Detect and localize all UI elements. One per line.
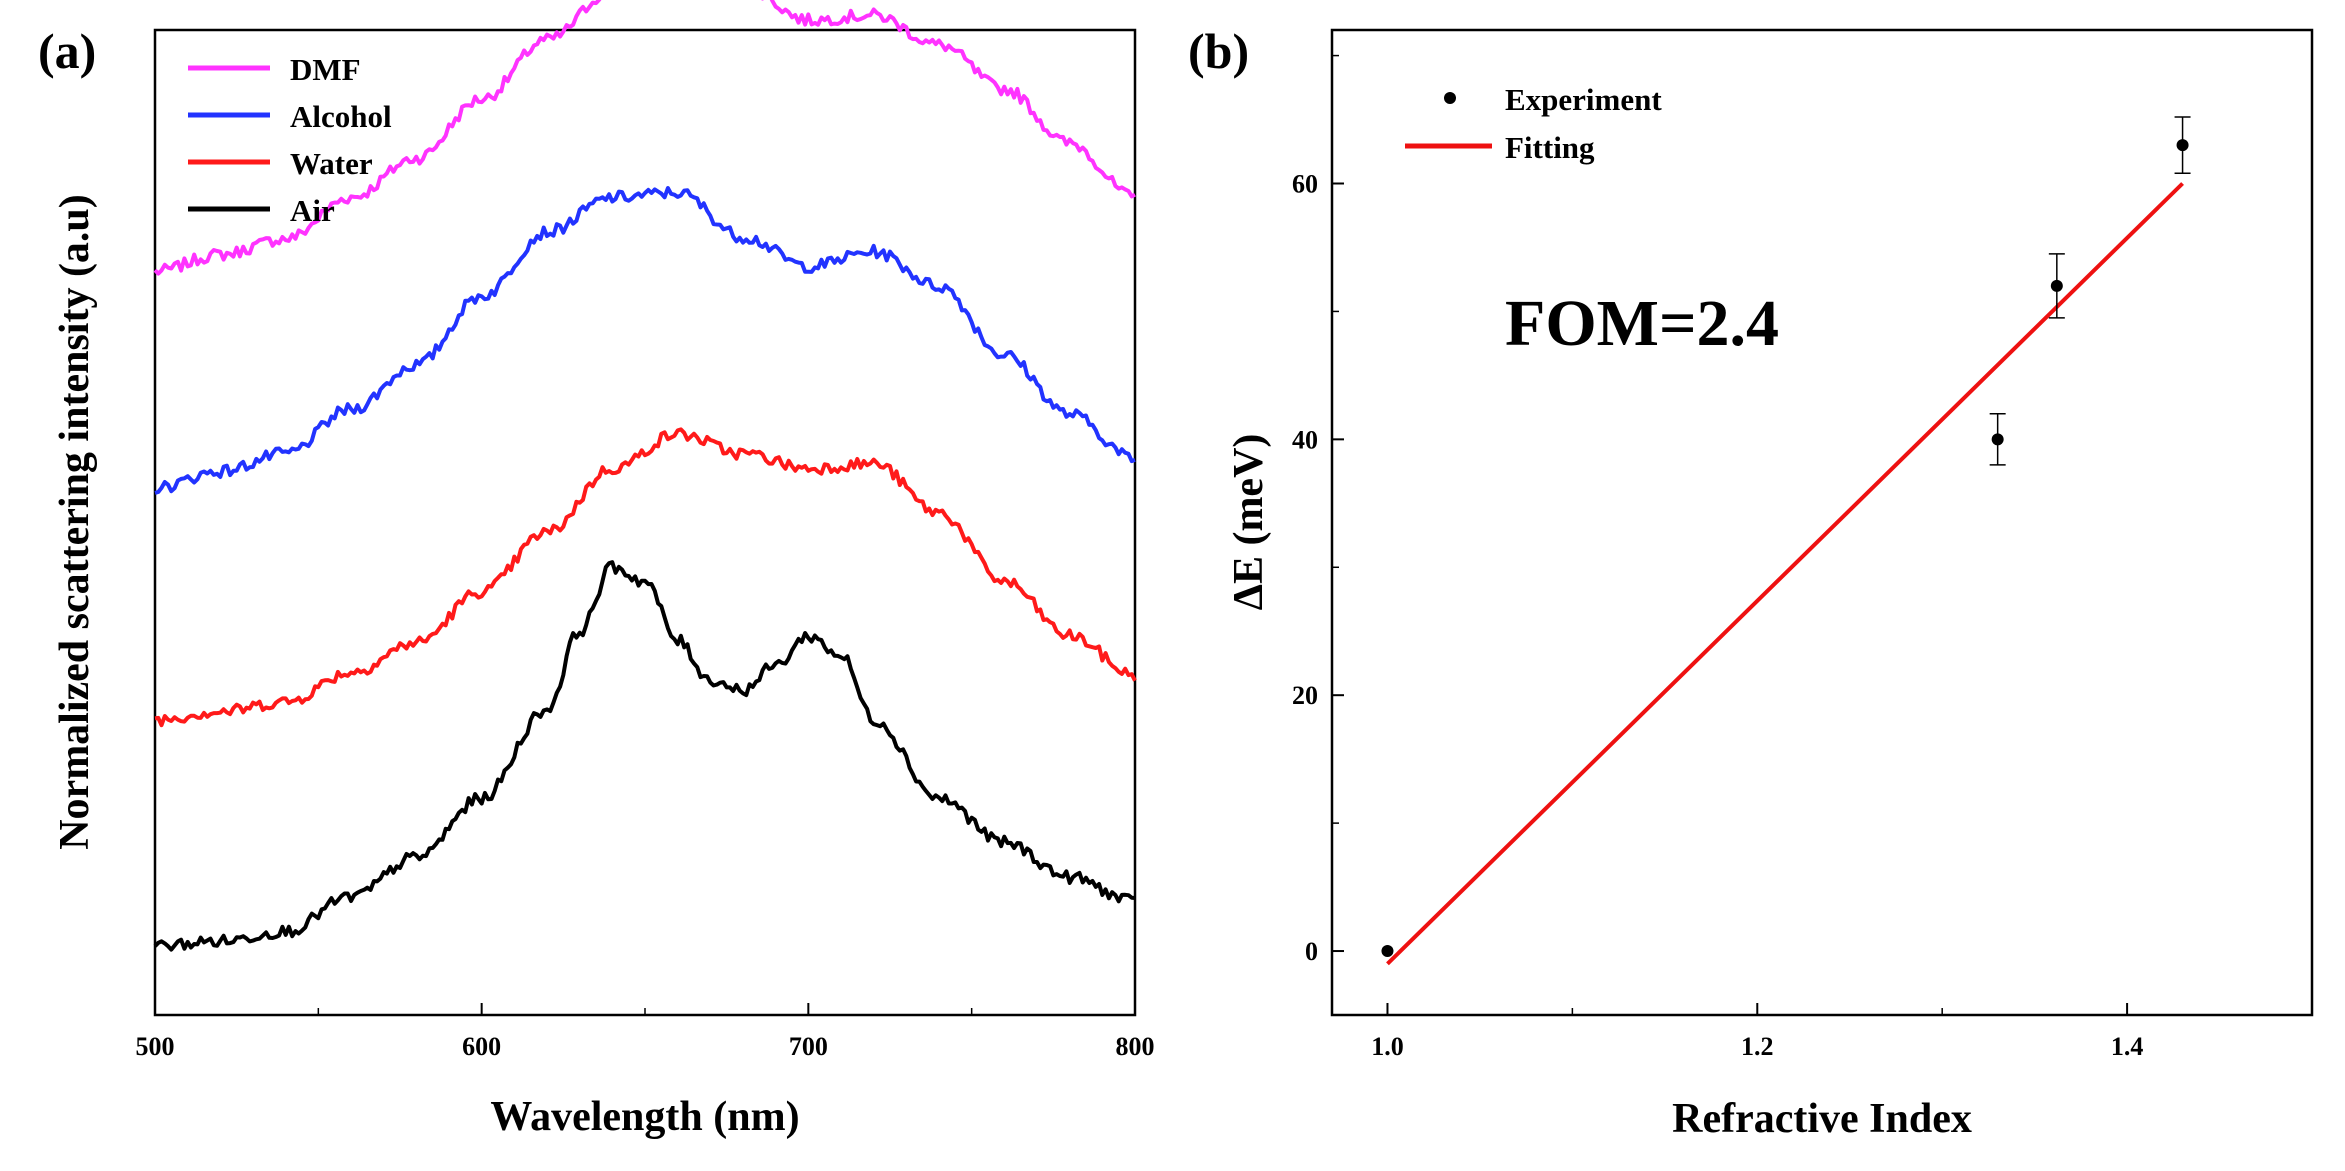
panel-b-x-tick-label: 1.0 [1371, 1032, 1404, 1061]
panel-b: (b) 1.0 1.2 1.4 0 20 40 60 Experiment Fitting F… [1188, 23, 2314, 1142]
panel-a-y-axis-label: Normalized scattering intensity (a.u) [52, 194, 98, 850]
legend-label-dmf: DMF [290, 52, 361, 87]
panel-a-x-tick-label: 500 [136, 1032, 175, 1061]
legend-label-experiment: Experiment [1505, 82, 1662, 117]
panel-a-label: (a) [38, 23, 96, 79]
legend-label-water: Water [290, 146, 373, 181]
panel-b-y-tick-label: 0 [1305, 937, 1318, 966]
experiment-point [1991, 433, 2004, 446]
experiment-point [1381, 945, 1394, 958]
panel-b-ticks: 1.0 1.2 1.4 0 20 40 60 [1292, 54, 2313, 1061]
panel-b-y-tick-label: 20 [1292, 681, 1318, 710]
fitting-line [1386, 182, 2184, 966]
panel-b-y-tick-label: 60 [1292, 170, 1318, 199]
panel-a-x-ticks: 500 600 700 800 [136, 1003, 1155, 1061]
panel-a: (a) 500 600 700 800 DMF Alcohol Water Air Wave… [38, 0, 1155, 1140]
panel-a-x-tick-label: 700 [789, 1032, 828, 1061]
panel-b-x-axis-label: Refractive Index [1672, 1096, 1972, 1142]
panel-b-series [1381, 116, 2191, 966]
legend-swatch-experiment [1444, 92, 1456, 104]
panel-b-label: (b) [1188, 23, 1249, 79]
panel-b-legend: Experiment Fitting [1405, 82, 1662, 165]
legend-label-air: Air [290, 193, 335, 228]
fom-annotation: FOM=2.4 [1505, 287, 1779, 360]
legend-label-fitting: Fitting [1505, 130, 1595, 165]
panel-a-legend: DMF Alcohol Water Air [188, 52, 392, 228]
panel-b-x-tick-label: 1.4 [2111, 1032, 2144, 1061]
panel-a-x-tick-label: 800 [1116, 1032, 1155, 1061]
series-line-air [153, 560, 1136, 952]
series-line-water [154, 427, 1137, 728]
panel-a-series [153, 0, 1137, 952]
experiment-point [2176, 139, 2189, 152]
experiment-point [2050, 279, 2063, 292]
series-line-dmf [153, 0, 1136, 276]
panel-a-x-axis-label: Wavelength (nm) [490, 1094, 799, 1140]
series-line-alcohol [154, 186, 1136, 495]
panel-b-y-axis-label: ΔE (meV) [1226, 434, 1272, 611]
legend-label-alcohol: Alcohol [290, 99, 392, 134]
panel-b-frame [1330, 28, 2314, 1017]
panel-a-x-tick-label: 600 [462, 1032, 501, 1061]
panel-b-y-tick-label: 40 [1292, 425, 1318, 454]
panel-b-x-tick-label: 1.2 [1741, 1032, 1774, 1061]
